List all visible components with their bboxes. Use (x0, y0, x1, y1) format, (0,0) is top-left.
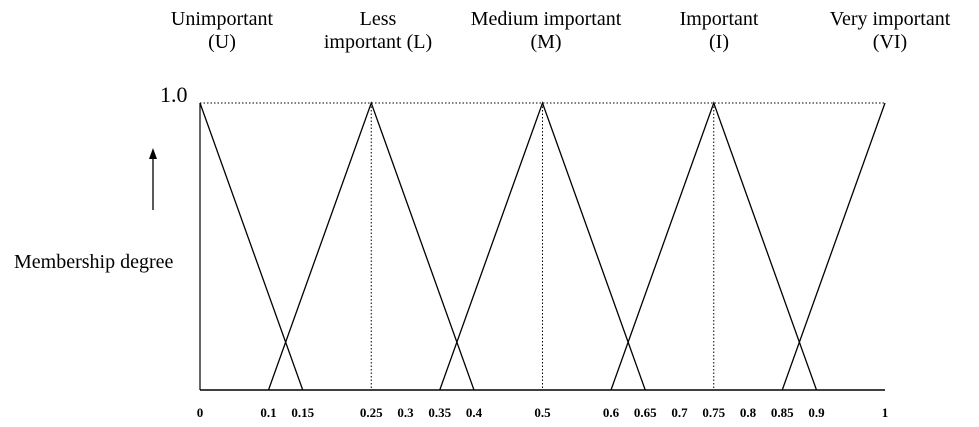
term-label-medium-important: Medium important (M) (471, 8, 622, 54)
term-label-important-line1: Important (679, 8, 759, 30)
x-tick-label: 1 (882, 405, 889, 420)
term-label-very-important-line2: (VI) (872, 31, 908, 53)
x-tick-label: 0.35 (428, 405, 451, 420)
term-label-very-important-line1: Very important (829, 8, 951, 30)
x-tick-label: 0.65 (634, 405, 657, 420)
x-tick-label: 0.8 (740, 405, 757, 420)
y-max-label: 1.0 (160, 82, 188, 107)
x-tick-label: 0.75 (702, 405, 725, 420)
term-label-medium-important-line1: Medium important (470, 8, 622, 30)
term-label-medium-important-line2: (M) (530, 31, 562, 53)
x-tick-label: 0.9 (808, 405, 825, 420)
term-label-very-important: Very important (VI) (830, 8, 951, 54)
x-tick-label: 0.6 (603, 405, 620, 420)
term-label-less-important: Less important (L) (324, 8, 432, 54)
y-arrow-head (149, 148, 157, 159)
x-tick-label: 0 (197, 405, 204, 420)
x-tick-label: 0.7 (671, 405, 688, 420)
x-tick-label: 0.3 (397, 405, 414, 420)
x-tick-label: 0.1 (260, 405, 276, 420)
term-label-less-important-line2: important (L) (323, 31, 433, 53)
x-tick-label: 0.5 (534, 405, 551, 420)
y-axis-label: Membership degree (14, 251, 174, 273)
membership-function-2 (439, 101, 646, 391)
membership-function-4 (781, 102, 886, 391)
term-label-unimportant-line1: Unimportant (170, 8, 274, 30)
x-tick-label: 0.15 (291, 405, 314, 420)
term-label-less-important-line1: Less (359, 8, 397, 30)
membership-function-0 (199, 102, 304, 391)
x-tick-label: 0.85 (771, 405, 794, 420)
membership-function-1 (267, 101, 475, 391)
x-tick-label: 0.25 (360, 405, 383, 420)
x-tick-label: 0.4 (466, 405, 483, 420)
term-label-unimportant-line2: (U) (208, 31, 236, 53)
term-label-important-line2: (I) (709, 31, 729, 53)
term-label-important: Important (I) (680, 8, 759, 54)
membership-function-3 (610, 101, 818, 391)
term-label-unimportant: Unimportant (U) (171, 8, 273, 54)
